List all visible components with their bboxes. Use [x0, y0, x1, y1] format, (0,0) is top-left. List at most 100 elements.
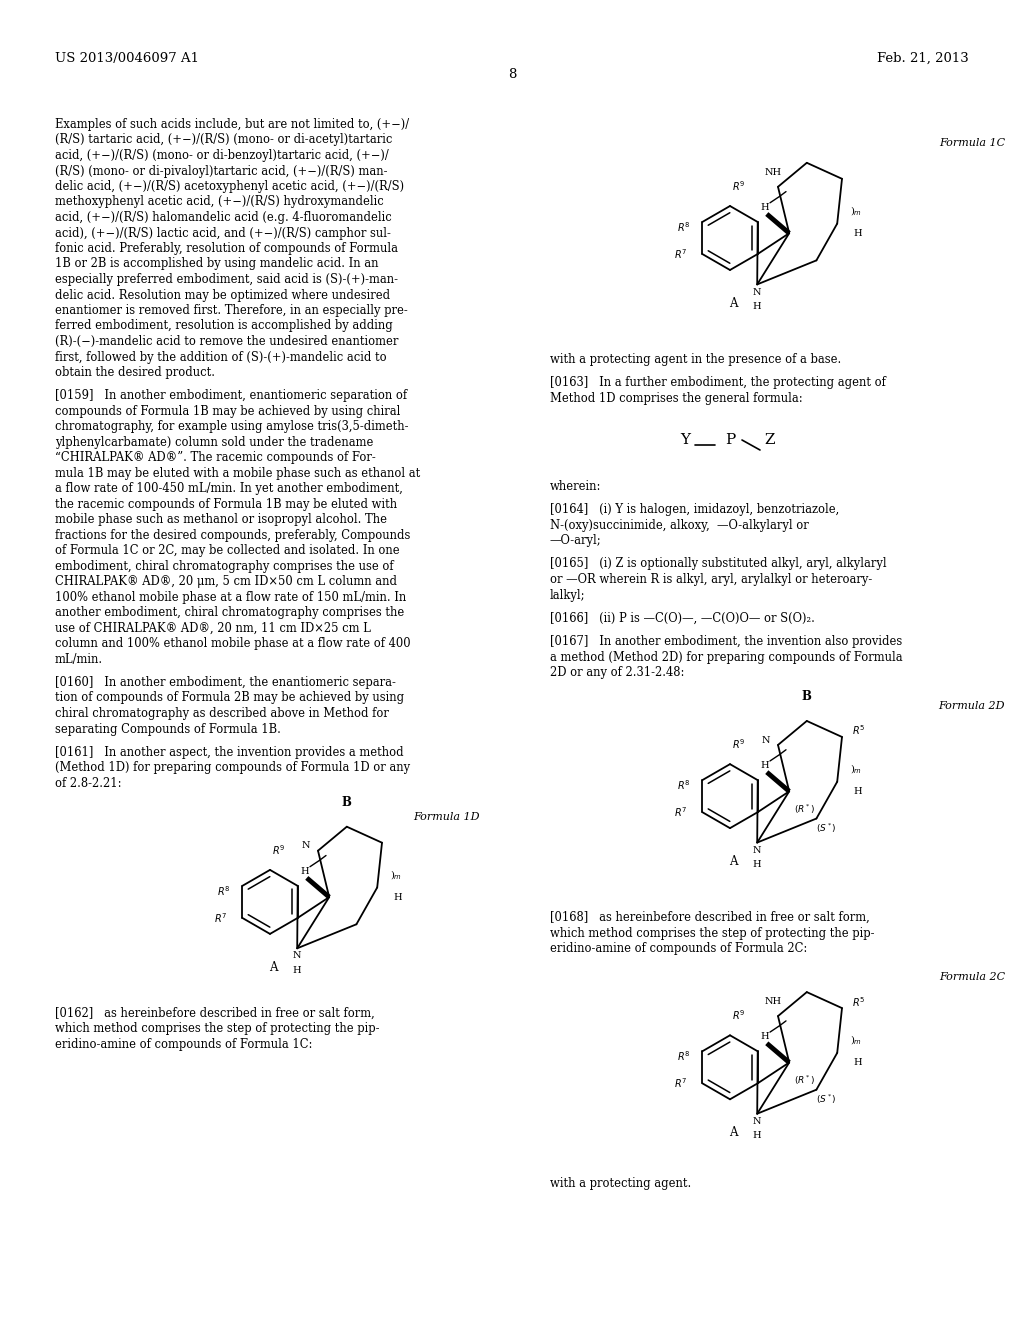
- Text: fonic acid. Preferably, resolution of compounds of Formula: fonic acid. Preferably, resolution of co…: [55, 242, 398, 255]
- Text: H: H: [853, 228, 862, 238]
- Text: $(R^*)$: $(R^*)$: [794, 1073, 815, 1086]
- Text: H: H: [293, 966, 301, 975]
- Text: Formula 1C: Formula 1C: [939, 139, 1005, 148]
- Text: [0168]   as hereinbefore described in free or salt form,: [0168] as hereinbefore described in free…: [550, 911, 869, 924]
- Text: H: H: [753, 1131, 762, 1140]
- Text: N: N: [753, 1117, 762, 1126]
- Text: (Method 1D) for preparing compounds of Formula 1D or any: (Method 1D) for preparing compounds of F…: [55, 762, 411, 775]
- Text: another embodiment, chiral chromatography comprises the: another embodiment, chiral chromatograph…: [55, 606, 404, 619]
- Text: $R^8$: $R^8$: [677, 220, 690, 234]
- Text: P: P: [725, 433, 735, 447]
- Text: 8: 8: [508, 69, 516, 81]
- Text: column and 100% ethanol mobile phase at a flow rate of 400: column and 100% ethanol mobile phase at …: [55, 638, 411, 651]
- Text: N: N: [301, 841, 310, 850]
- Text: Y: Y: [680, 433, 690, 447]
- Text: A: A: [729, 855, 737, 869]
- Text: H: H: [761, 762, 769, 771]
- Text: lalkyl;: lalkyl;: [550, 589, 586, 602]
- Text: B: B: [342, 796, 351, 809]
- Text: especially preferred embodiment, said acid is (S)-(+)-man-: especially preferred embodiment, said ac…: [55, 273, 398, 286]
- Text: Formula 1D: Formula 1D: [414, 812, 480, 822]
- Text: Formula 2D: Formula 2D: [939, 701, 1005, 711]
- Text: 100% ethanol mobile phase at a flow rate of 150 mL/min. In: 100% ethanol mobile phase at a flow rate…: [55, 591, 407, 603]
- Text: H: H: [393, 892, 401, 902]
- Text: mL/min.: mL/min.: [55, 653, 103, 665]
- Text: acid), (+−)/(R/S) lactic acid, and (+−)/(R/S) camphor sul-: acid), (+−)/(R/S) lactic acid, and (+−)/…: [55, 227, 391, 239]
- Text: $R^9$: $R^9$: [731, 180, 744, 193]
- Text: $R^7$: $R^7$: [674, 805, 687, 818]
- Text: $(R^*)$: $(R^*)$: [794, 803, 815, 816]
- Text: ferred embodiment, resolution is accomplished by adding: ferred embodiment, resolution is accompl…: [55, 319, 393, 333]
- Text: eridino-amine of compounds of Formula 1C:: eridino-amine of compounds of Formula 1C…: [55, 1038, 312, 1051]
- Text: chromatography, for example using amylose tris(3,5-dimeth-: chromatography, for example using amylos…: [55, 420, 409, 433]
- Text: )$_m$: )$_m$: [850, 205, 862, 218]
- Text: fractions for the desired compounds, preferably, Compounds: fractions for the desired compounds, pre…: [55, 529, 411, 541]
- Text: H: H: [753, 302, 762, 312]
- Text: of 2.8-2.21:: of 2.8-2.21:: [55, 776, 122, 789]
- Text: $R^9$: $R^9$: [271, 843, 285, 857]
- Text: Examples of such acids include, but are not limited to, (+−)/: Examples of such acids include, but are …: [55, 117, 410, 131]
- Text: N: N: [753, 288, 762, 297]
- Text: $(S^*)$: $(S^*)$: [816, 1093, 837, 1106]
- Text: $R^8$: $R^8$: [217, 884, 230, 898]
- Text: 2D or any of 2.31-2.48:: 2D or any of 2.31-2.48:: [550, 667, 684, 678]
- Text: $R^9$: $R^9$: [731, 738, 744, 751]
- Text: a method (Method 2D) for preparing compounds of Formula: a method (Method 2D) for preparing compo…: [550, 651, 902, 664]
- Text: or —OR wherein R is alkyl, aryl, arylalkyl or heteroary-: or —OR wherein R is alkyl, aryl, arylalk…: [550, 573, 872, 586]
- Text: first, followed by the addition of (S)-(+)-mandelic acid to: first, followed by the addition of (S)-(…: [55, 351, 387, 363]
- Text: N-(oxy)succinimide, alkoxy,  —O-alkylaryl or: N-(oxy)succinimide, alkoxy, —O-alkylaryl…: [550, 519, 809, 532]
- Text: (R)-(−)-mandelic acid to remove the undesired enantiomer: (R)-(−)-mandelic acid to remove the unde…: [55, 335, 398, 348]
- Text: Feb. 21, 2013: Feb. 21, 2013: [878, 51, 969, 65]
- Text: eridino-amine of compounds of Formula 2C:: eridino-amine of compounds of Formula 2C…: [550, 942, 807, 956]
- Text: $(S^*)$: $(S^*)$: [816, 821, 837, 834]
- Text: )$_m$: )$_m$: [390, 869, 402, 882]
- Text: [0166]   (ii) P is —C(O)—, —C(O)O— or S(O)₂.: [0166] (ii) P is —C(O)—, —C(O)O— or S(O)…: [550, 611, 815, 624]
- Text: (R/S) tartaric acid, (+−)/(R/S) (mono- or di-acetyl)tartaric: (R/S) tartaric acid, (+−)/(R/S) (mono- o…: [55, 133, 392, 147]
- Text: 1B or 2B is accomplished by using mandelic acid. In an: 1B or 2B is accomplished by using mandel…: [55, 257, 379, 271]
- Text: $R^8$: $R^8$: [677, 1049, 690, 1063]
- Text: $R^8$: $R^8$: [677, 777, 690, 792]
- Text: [0161]   In another aspect, the invention provides a method: [0161] In another aspect, the invention …: [55, 746, 403, 759]
- Text: enantiomer is removed first. Therefore, in an especially pre-: enantiomer is removed first. Therefore, …: [55, 304, 408, 317]
- Text: which method comprises the step of protecting the pip-: which method comprises the step of prote…: [55, 1023, 380, 1035]
- Text: H: H: [853, 1059, 862, 1067]
- Text: NH: NH: [765, 168, 781, 177]
- Text: [0160]   In another embodiment, the enantiomeric separa-: [0160] In another embodiment, the enanti…: [55, 676, 396, 689]
- Text: [0163]   In a further embodiment, the protecting agent of: [0163] In a further embodiment, the prot…: [550, 376, 886, 389]
- Text: Z: Z: [765, 433, 775, 447]
- Text: N: N: [293, 952, 301, 961]
- Text: with a protecting agent in the presence of a base.: with a protecting agent in the presence …: [550, 352, 842, 366]
- Text: delic acid. Resolution may be optimized where undesired: delic acid. Resolution may be optimized …: [55, 289, 390, 301]
- Text: delic acid, (+−)/(R/S) acetoxyphenyl acetic acid, (+−)/(R/S): delic acid, (+−)/(R/S) acetoxyphenyl ace…: [55, 180, 404, 193]
- Text: use of CHIRALPAK® AD®, 20 nm, 11 cm ID×25 cm L: use of CHIRALPAK® AD®, 20 nm, 11 cm ID×2…: [55, 622, 371, 635]
- Text: of Formula 1C or 2C, may be collected and isolated. In one: of Formula 1C or 2C, may be collected an…: [55, 544, 399, 557]
- Text: CHIRALPAK® AD®, 20 μm, 5 cm ID×50 cm L column and: CHIRALPAK® AD®, 20 μm, 5 cm ID×50 cm L c…: [55, 576, 397, 589]
- Text: chiral chromatography as described above in Method for: chiral chromatography as described above…: [55, 708, 389, 719]
- Text: A: A: [269, 961, 278, 974]
- Text: ylphenylcarbamate) column sold under the tradename: ylphenylcarbamate) column sold under the…: [55, 436, 374, 449]
- Text: N: N: [753, 846, 762, 855]
- Text: H: H: [761, 1032, 769, 1041]
- Text: [0167]   In another embodiment, the invention also provides: [0167] In another embodiment, the invent…: [550, 635, 902, 648]
- Text: compounds of Formula 1B may be achieved by using chiral: compounds of Formula 1B may be achieved …: [55, 405, 400, 417]
- Text: H: H: [301, 867, 309, 876]
- Text: $R^7$: $R^7$: [214, 911, 226, 925]
- Text: Formula 2C: Formula 2C: [939, 973, 1005, 982]
- Text: [0159]   In another embodiment, enantiomeric separation of: [0159] In another embodiment, enantiomer…: [55, 389, 408, 403]
- Text: )$_m$: )$_m$: [850, 762, 862, 776]
- Text: wherein:: wherein:: [550, 480, 601, 492]
- Text: methoxyphenyl acetic acid, (+−)/(R/S) hydroxymandelic: methoxyphenyl acetic acid, (+−)/(R/S) hy…: [55, 195, 384, 209]
- Text: mula 1B may be eluted with a mobile phase such as ethanol at: mula 1B may be eluted with a mobile phas…: [55, 467, 420, 479]
- Text: tion of compounds of Formula 2B may be achieved by using: tion of compounds of Formula 2B may be a…: [55, 692, 404, 705]
- Text: H: H: [753, 861, 762, 869]
- Text: obtain the desired product.: obtain the desired product.: [55, 366, 215, 379]
- Text: embodiment, chiral chromatography comprises the use of: embodiment, chiral chromatography compri…: [55, 560, 393, 573]
- Text: (R/S) (mono- or di-pivaloyl)tartaric acid, (+−)/(R/S) man-: (R/S) (mono- or di-pivaloyl)tartaric aci…: [55, 165, 387, 177]
- Text: $R^7$: $R^7$: [674, 247, 687, 261]
- Text: $R^9$: $R^9$: [731, 1008, 744, 1023]
- Text: “CHIRALPAK® AD®”. The racemic compounds of For-: “CHIRALPAK® AD®”. The racemic compounds …: [55, 451, 376, 465]
- Text: which method comprises the step of protecting the pip-: which method comprises the step of prote…: [550, 927, 874, 940]
- Text: mobile phase such as methanol or isopropyl alcohol. The: mobile phase such as methanol or isoprop…: [55, 513, 387, 527]
- Text: H: H: [761, 203, 769, 213]
- Text: A: A: [729, 1126, 737, 1139]
